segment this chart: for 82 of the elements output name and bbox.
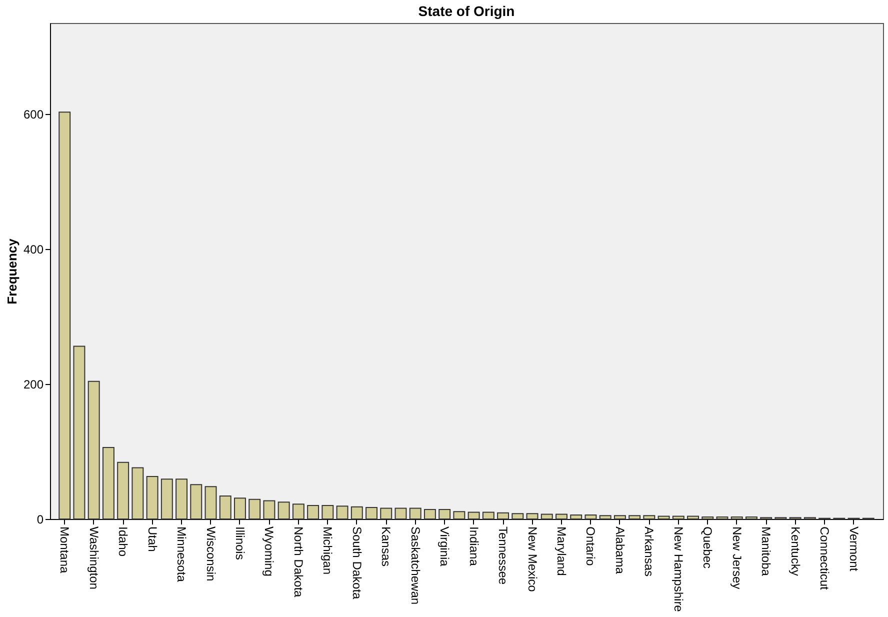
x-tick-label: Kansas (379, 526, 394, 567)
bar (540, 514, 553, 520)
bar (366, 507, 378, 520)
bar (497, 512, 510, 520)
bar (599, 515, 612, 520)
x-tick-label: New Mexico (525, 526, 540, 592)
bar (234, 498, 246, 520)
x-tick-label: Tennessee (496, 526, 510, 585)
bar (453, 511, 466, 520)
bar (394, 508, 407, 520)
x-tick-label: North Dakota (291, 526, 306, 598)
y-tick-label: 400 (23, 242, 44, 257)
x-tick-label: Virginia (438, 526, 452, 567)
x-tick-label: Manitoba (759, 526, 774, 576)
bar (716, 516, 728, 520)
bar (350, 506, 363, 520)
bar (643, 515, 656, 520)
bar (672, 516, 684, 520)
bar (526, 513, 538, 520)
x-tick-label: Alabama (612, 526, 627, 574)
bar (336, 506, 348, 520)
bar (278, 502, 290, 520)
bar (102, 446, 114, 520)
x-tick-label: Vermont (846, 526, 861, 572)
bar (628, 515, 641, 520)
bar (658, 516, 670, 520)
x-tick-label: Arkansas (642, 526, 656, 577)
bar (438, 509, 451, 520)
bar (73, 346, 86, 520)
bar (88, 380, 100, 520)
bar (702, 516, 714, 520)
y-tick-label: 200 (23, 378, 44, 392)
x-tick-label: South Dakota (350, 526, 364, 600)
bar (322, 505, 334, 520)
x-tick-label: Washington (86, 526, 101, 590)
bar (248, 498, 261, 520)
bar (556, 514, 568, 520)
bar (190, 484, 202, 520)
bar (160, 478, 173, 520)
x-tick-label: Illinois (232, 526, 247, 560)
x-tick-label: Saskatchewan (408, 526, 422, 605)
bar (263, 500, 276, 520)
bar (58, 112, 71, 520)
bar (219, 496, 232, 520)
bar (117, 462, 130, 520)
bar (614, 515, 626, 520)
y-axis-title: Frequency (4, 238, 20, 304)
bar (146, 476, 158, 520)
bar (380, 508, 392, 520)
bar (307, 505, 320, 520)
x-tick-label: Wisconsin (204, 526, 218, 582)
bar (482, 512, 494, 520)
y-tick-label: 0 (36, 512, 44, 526)
x-tick-label: Quebec (700, 526, 715, 569)
x-tick-label: Wyoming (262, 526, 276, 576)
x-tick-label: Connecticut (818, 526, 832, 591)
bar (468, 512, 480, 520)
x-tick-label: New Jersey (730, 526, 744, 590)
bar (584, 514, 597, 520)
bar (745, 516, 758, 520)
x-tick-label: Indiana (466, 526, 481, 566)
chart-title: State of Origin (418, 3, 515, 19)
bar (176, 478, 188, 520)
bar (512, 513, 524, 520)
bar (424, 509, 436, 520)
bar (730, 516, 743, 520)
x-tick-label: Maryland (554, 526, 568, 576)
x-tick-label: Minnesota (174, 526, 189, 582)
x-tick-label: New Hampshire (671, 526, 686, 612)
y-tick-label: 600 (23, 108, 44, 122)
bar (570, 514, 582, 520)
x-tick-label: Idaho (116, 526, 130, 557)
bar (204, 486, 217, 520)
x-tick-label: Utah (145, 526, 160, 552)
bar (409, 508, 422, 520)
bar (687, 516, 699, 520)
x-tick-label: Michigan (320, 526, 335, 575)
x-tick-label: Ontario (584, 526, 598, 566)
x-tick-label: Kentucky (788, 526, 802, 576)
bar (132, 467, 144, 520)
bar (292, 504, 304, 520)
x-tick-label: Montana (58, 526, 72, 574)
